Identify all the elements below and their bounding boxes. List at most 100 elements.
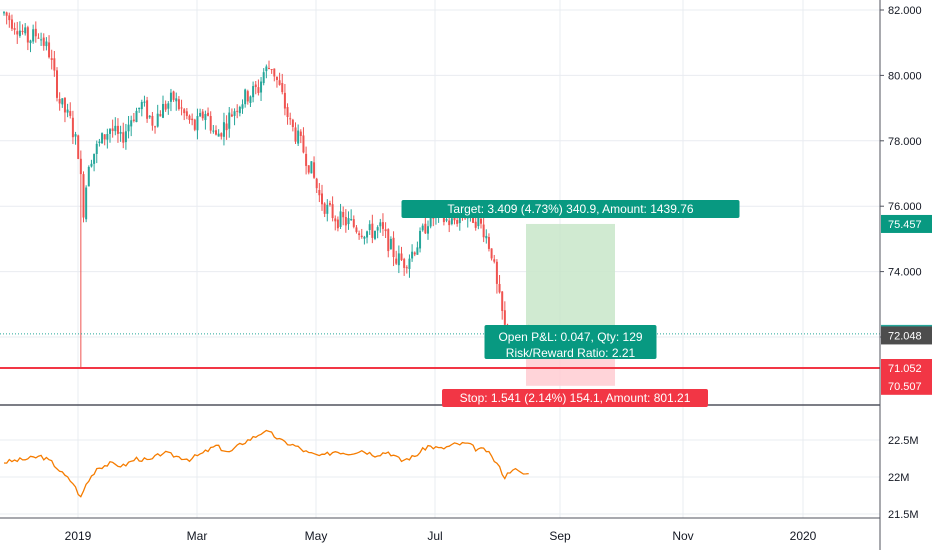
candle-body	[294, 127, 297, 142]
candle-body	[119, 131, 122, 134]
candle-body	[193, 119, 196, 130]
time-tick-label: Mar	[187, 529, 208, 543]
candle-body	[162, 103, 164, 118]
profit-zone	[526, 223, 615, 336]
candle-body	[106, 134, 109, 140]
price-badge-label: 71.052	[888, 363, 922, 375]
candle-body	[217, 133, 220, 137]
target-label: Target: 3.409 (4.73%) 340.9, Amount: 143…	[447, 202, 693, 216]
candle-body	[421, 225, 424, 231]
risk-reward-label: Risk/Reward Ratio: 2.21	[506, 346, 636, 360]
candle-body	[167, 103, 170, 109]
candle-body	[413, 252, 416, 255]
candle-body	[318, 189, 321, 196]
candle-body	[453, 216, 456, 221]
candle-body	[336, 219, 339, 229]
candle-body	[286, 107, 289, 118]
candle-body	[26, 27, 29, 43]
candle-body	[458, 215, 461, 224]
candle-body	[244, 89, 247, 105]
candle-body	[427, 226, 429, 234]
candle-body	[289, 118, 292, 120]
candle-body	[368, 224, 371, 231]
candle-body	[297, 130, 300, 144]
candle-body	[352, 219, 355, 227]
candle-body	[222, 122, 225, 137]
candle-body	[132, 119, 135, 121]
candle-body	[429, 210, 432, 227]
axis-bg	[880, 0, 932, 550]
candle-body	[228, 112, 231, 129]
candle-body	[169, 92, 172, 102]
indicator-line	[3, 429, 529, 498]
candle-body	[310, 161, 313, 174]
target-label-box	[401, 200, 740, 218]
candle-body	[140, 101, 143, 110]
candle-body	[188, 115, 191, 120]
candle-body	[456, 220, 459, 224]
candle-body	[69, 111, 72, 116]
candle-body	[342, 211, 345, 218]
indicator-tick-label: 22M	[888, 472, 909, 484]
candle-body	[315, 178, 318, 189]
candle-body	[180, 107, 183, 109]
candle-body	[32, 29, 35, 42]
candle-body	[424, 223, 427, 234]
candle-body	[249, 96, 252, 103]
price-tick-label: 78.000	[888, 136, 922, 148]
price-tick-label: 82.000	[888, 5, 922, 17]
indicator-axis: 22.5M 22M 21.5M	[888, 435, 919, 521]
candle-body	[201, 111, 204, 119]
candle-body	[379, 222, 382, 227]
candle-body	[331, 204, 334, 219]
candle-body	[34, 28, 37, 37]
candle-body	[278, 80, 281, 85]
candle-body	[238, 106, 241, 114]
price-badge	[881, 376, 932, 395]
candle-body	[350, 219, 353, 221]
candle-body	[13, 28, 16, 30]
candle-body	[273, 68, 276, 77]
candle-body	[291, 119, 294, 128]
indicator-tick-label: 22.5M	[888, 435, 919, 447]
candle-body	[53, 58, 56, 71]
candle-body	[42, 37, 45, 46]
candle-body	[501, 291, 504, 311]
candle-body	[122, 132, 125, 143]
candle-body	[10, 19, 13, 29]
candle-body	[474, 221, 477, 228]
candle-body	[241, 104, 244, 109]
candle-body	[90, 163, 93, 167]
candle-body	[387, 229, 390, 252]
candle-body	[400, 253, 403, 261]
price-tick-label: 76.000	[888, 201, 922, 213]
candle-body	[114, 125, 117, 132]
candle-body	[66, 109, 69, 113]
candle-body	[220, 133, 223, 137]
candle-body	[71, 117, 74, 138]
candle-body	[225, 123, 228, 131]
time-tick-label: Jul	[427, 529, 442, 543]
candle-body	[358, 233, 361, 236]
price-lines	[0, 333, 880, 369]
candle-body	[183, 109, 186, 114]
candle-body	[392, 237, 395, 258]
candle-body	[328, 202, 331, 205]
candle-body	[480, 218, 482, 224]
candle-body	[490, 248, 493, 259]
indicator-pane	[3, 429, 529, 498]
candle-body	[191, 118, 194, 121]
open-label-bg-box	[484, 325, 657, 359]
candle-body	[339, 211, 342, 227]
candle-body	[281, 83, 284, 93]
candle-body	[209, 116, 212, 131]
time-tick-label: May	[305, 529, 328, 543]
candle-body	[196, 116, 199, 131]
candle-body	[77, 135, 80, 159]
candle-body	[45, 41, 48, 47]
candle-body	[366, 231, 369, 238]
stop-label-box	[442, 389, 708, 407]
candle-body	[215, 130, 217, 135]
